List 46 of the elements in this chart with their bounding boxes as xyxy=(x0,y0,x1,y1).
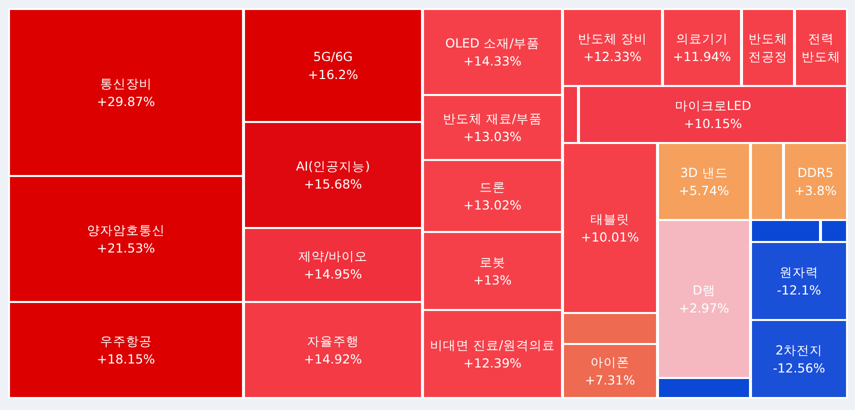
data-label: +15.68% xyxy=(304,176,362,192)
data-label: +12.39% xyxy=(463,356,522,370)
category-label: D램 xyxy=(692,282,716,298)
data-label: +10.01% xyxy=(580,230,640,244)
category-label: 양자암호통신 xyxy=(87,222,165,238)
category-label: 로봇 xyxy=(480,254,506,270)
category-label: DDR5 xyxy=(798,165,834,180)
category-label: 의료기기 xyxy=(676,31,728,46)
data-label: +3.8% xyxy=(794,183,837,198)
data-label: +13.03% xyxy=(463,129,522,144)
category-label: 반도체 전공정 xyxy=(748,31,788,64)
data-label: +14.92% xyxy=(304,352,362,366)
data-label: +14.33% xyxy=(463,54,522,68)
data-label: +5.74% xyxy=(678,183,730,198)
data-label: +11.94% xyxy=(672,49,732,64)
data-label: +29.87% xyxy=(96,94,156,109)
category-label: 우주항공 xyxy=(100,334,152,348)
category-label: 반도체 장비 xyxy=(578,31,647,46)
category-label: 3D 낸드 xyxy=(680,165,728,180)
category-label: 5G/6G xyxy=(313,49,353,64)
category-label: 제약/바이오 xyxy=(298,248,368,264)
category-label: 아이폰 xyxy=(590,354,630,370)
data-label: +16.2% xyxy=(308,67,358,82)
category-label: AI(인공지능) xyxy=(296,158,370,174)
data-label: +13.02% xyxy=(463,198,522,212)
category-label: 전력 반도체 xyxy=(802,31,840,64)
category-label: 마이크로LED xyxy=(674,98,752,113)
category-label: 통신장비 xyxy=(100,76,152,91)
category-label: 원자력 xyxy=(780,264,818,280)
data-label: +18.15% xyxy=(96,352,156,366)
category-label: 비대면 진료/원격의료 xyxy=(430,338,556,352)
category-label: OLED 소재/부품 xyxy=(445,36,540,50)
data-label: +12.33% xyxy=(583,49,642,64)
data-label: +10.15% xyxy=(684,116,742,131)
category-label: 반도체 재료/부품 xyxy=(442,111,542,126)
data-label: +13% xyxy=(473,272,512,288)
category-label: 자율주행 xyxy=(307,334,359,348)
data-label: +14.95% xyxy=(304,266,362,282)
data-label: +7.31% xyxy=(584,372,636,388)
data-label: -12.1% xyxy=(776,282,822,298)
data-label: -12.56% xyxy=(772,360,826,376)
category-label: 태블릿 xyxy=(590,212,630,226)
category-label: 2차전지 xyxy=(776,342,822,358)
category-label: 드론 xyxy=(480,180,506,194)
data-label: +2.97% xyxy=(678,300,730,316)
data-label: +21.53% xyxy=(96,240,156,256)
